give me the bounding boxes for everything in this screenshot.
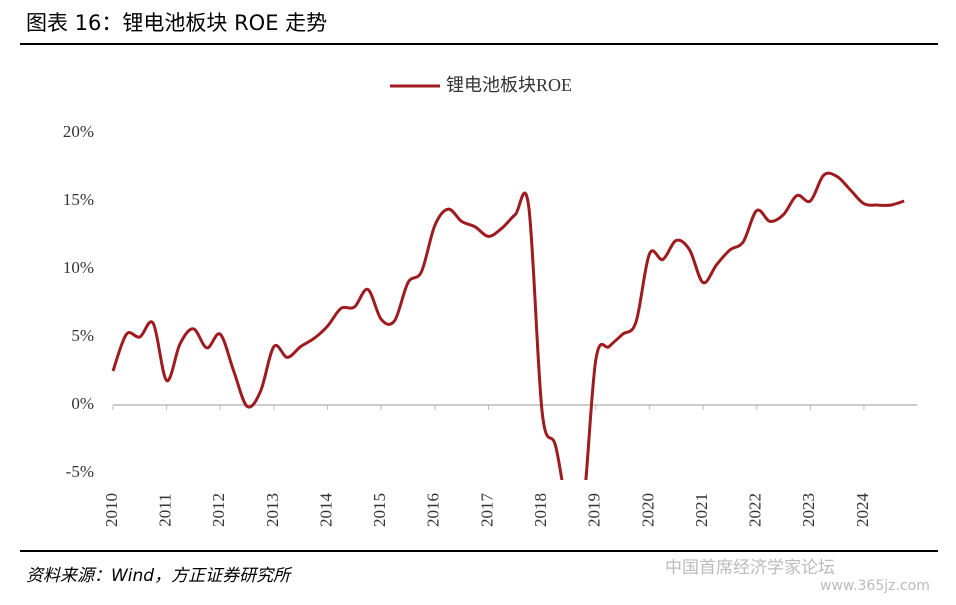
x-tick-label: 2014: [316, 493, 335, 528]
y-tick-label: 20%: [63, 122, 94, 141]
x-tick-label: 2023: [799, 493, 818, 527]
watermark: 中国首席经济学家论坛: [665, 558, 835, 578]
x-tick-label: 2018: [531, 493, 550, 527]
x-tick-label: 2010: [102, 493, 121, 527]
x-tick-label: 2013: [263, 493, 282, 527]
x-tick-label: 2016: [424, 493, 443, 527]
x-tick-label: 2011: [156, 493, 175, 526]
x-tick-label: 2022: [746, 493, 765, 527]
y-tick-label: 0%: [71, 394, 94, 413]
x-tick-label: 2019: [585, 493, 604, 527]
chart: -5% 0% 5% 10% 15% 20% 2010 2011 2012 2013 2014 2015…: [63, 75, 917, 528]
x-tick-label: 2024: [853, 493, 872, 528]
watermark: www.365jz.com: [820, 578, 930, 594]
series-line: [111, 171, 905, 480]
y-tick-label: 10%: [63, 258, 94, 277]
x-tick-label: 2015: [370, 493, 389, 527]
y-tick-label: 15%: [63, 190, 94, 209]
x-tick-label: 2012: [209, 493, 228, 527]
x-tick-label: 2017: [477, 493, 496, 528]
legend-label: 锂电池板块ROE: [446, 75, 572, 95]
y-tick-label: 5%: [71, 326, 94, 345]
source: 资料来源：Wind，方正证券研究所: [26, 566, 293, 586]
y-tick-label: -5%: [66, 462, 94, 481]
x-tick-label: 2021: [692, 493, 711, 527]
header-title: 图表 16：锂电池板块 ROE 走势: [26, 11, 327, 35]
x-tick-label: 2020: [638, 493, 657, 527]
